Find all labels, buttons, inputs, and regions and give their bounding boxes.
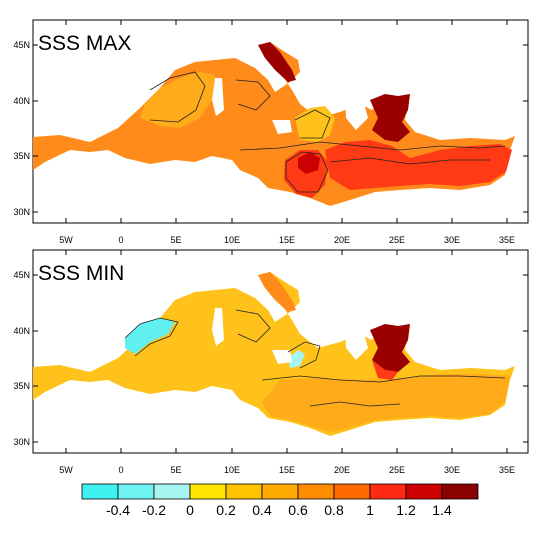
lon-label: 0 [118, 465, 123, 475]
lon-label: 0 [118, 235, 123, 245]
sea-salinity-field [33, 272, 515, 436]
aegean-dark-region [370, 94, 410, 142]
sicily-land [272, 350, 292, 364]
lon-label: 10E [224, 465, 240, 475]
aegean-red-fringe [372, 360, 398, 380]
colorbar-label: 1.4 [432, 502, 452, 518]
corsica-sardinia-land [212, 78, 224, 116]
colorbar-label: 1 [366, 502, 374, 518]
colorbar-swatch [189, 483, 227, 500]
contour-line [235, 79, 271, 111]
colorbar-swatch [153, 483, 191, 500]
contour-line [239, 141, 506, 151]
colorbar-swatch [333, 483, 371, 500]
eastern-orange-region [262, 374, 510, 432]
latitude-axis: 45N 40N 35N 30N [13, 270, 528, 447]
adriatic-orange-region [258, 272, 296, 312]
colorbar-labels: -0.4 -0.2 0 0.2 0.4 0.6 0.8 1 1.2 1.4 [106, 502, 452, 518]
latitude-axis: 45N 40N 35N 30N [13, 40, 528, 217]
lat-label: 40N [13, 96, 30, 106]
lon-label: 15E [279, 465, 295, 475]
contour-line [149, 71, 206, 123]
longitude-axis: 5W 0 5E 10E 15E 20E 25E 30E 35E [59, 20, 515, 245]
contour-line [294, 109, 331, 139]
alboran-cyan-region [125, 318, 175, 354]
adriatic-dark-region [258, 42, 296, 82]
corsica-sardinia-land [212, 308, 224, 346]
lon-label: 35E [499, 465, 515, 475]
colorbar-swatch [117, 483, 155, 500]
longitude-axis: 5W 0 5E 10E 15E 20E 25E 30E 35E [59, 250, 515, 475]
colorbar-swatch [441, 483, 479, 500]
lat-label: 40N [13, 326, 30, 336]
tyrrhenian-region [140, 72, 215, 128]
colorbar-label: 0.2 [216, 502, 236, 518]
colorbar-swatch [261, 483, 299, 500]
lon-label: 20E [334, 465, 350, 475]
contour-line [261, 375, 506, 383]
contour-line [309, 401, 401, 407]
contour-line [235, 309, 271, 343]
sicily-land [272, 120, 292, 134]
lon-label: 5E [170, 465, 181, 475]
ionian-cyan-region [288, 350, 305, 368]
colorbar-label: -0.4 [106, 502, 130, 518]
colorbar-label: -0.2 [142, 502, 166, 518]
lon-label: 5W [59, 235, 73, 245]
lon-label: 10E [224, 235, 240, 245]
sea-salinity-field [33, 42, 515, 206]
lon-label: 25E [389, 235, 405, 245]
contour-line [329, 157, 490, 165]
lon-label: 25E [389, 465, 405, 475]
lon-label: 30E [444, 465, 460, 475]
greece-land [345, 326, 368, 360]
lat-label: 45N [13, 270, 30, 280]
levantine-red-region [325, 140, 512, 190]
panel-title: SSS MIN [38, 262, 124, 285]
colorbar-swatch [369, 483, 407, 500]
colorbar-label: 0.8 [324, 502, 344, 518]
colorbar-svg: -0.4 -0.2 0 0.2 0.4 0.6 0.8 1 1.2 1.4 [81, 483, 479, 518]
lon-label: 5W [59, 465, 73, 475]
contour-lines [124, 309, 506, 407]
colorbar-swatch [405, 483, 443, 500]
colorbar-label: 0 [186, 502, 194, 518]
colorbar-label: 0.6 [288, 502, 308, 518]
sss-min-panel: 45N 40N 35N 30N 5W 0 5E 10E [0, 230, 540, 480]
colorbar-swatch [225, 483, 263, 500]
colorbar-swatch [297, 483, 335, 500]
lat-label: 30N [13, 207, 30, 217]
lon-label: 20E [334, 235, 350, 245]
contour-lines [149, 71, 506, 193]
colorbar: -0.4 -0.2 0 0.2 0.4 0.6 0.8 1 1.2 1.4 [0, 478, 540, 538]
lat-label: 35N [13, 381, 30, 391]
colorbar-label: 0.4 [252, 502, 272, 518]
panel-title: SSS MAX [38, 32, 131, 55]
contour-line [287, 341, 321, 369]
sss-min-map: 45N 40N 35N 30N 5W 0 5E 10E [13, 249, 529, 475]
sss-max-panel: 45N 40N 35N 30N 5W 0 5E 10 [0, 0, 540, 250]
sss-max-map: 45N 40N 35N 30N 5W 0 5E 10 [13, 19, 529, 245]
lon-label: 5E [170, 235, 181, 245]
lon-label: 35E [499, 235, 515, 245]
greece-land [345, 96, 368, 130]
lat-label: 45N [13, 40, 30, 50]
colorbar-boxes [81, 483, 479, 500]
lat-label: 30N [13, 437, 30, 447]
lon-label: 15E [279, 235, 295, 245]
contour-line [124, 317, 179, 357]
lat-label: 35N [13, 151, 30, 161]
colorbar-label: 1.2 [396, 502, 416, 518]
ionian-dark-core [298, 152, 320, 174]
aegean-dark-region [370, 324, 410, 372]
colorbar-swatch [81, 483, 119, 500]
lon-label: 30E [444, 235, 460, 245]
contour-line [285, 151, 329, 193]
